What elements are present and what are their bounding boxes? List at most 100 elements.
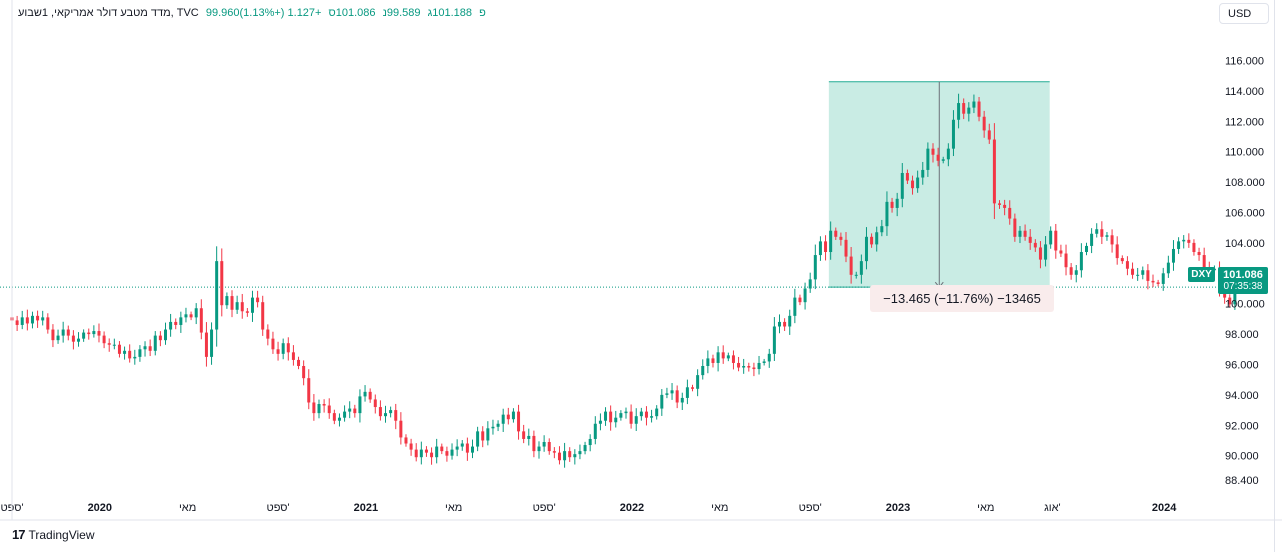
candle-body	[834, 230, 838, 237]
candle-body	[476, 431, 480, 447]
candle-body	[803, 288, 807, 303]
candle-body	[215, 261, 219, 330]
candle-body	[849, 256, 853, 275]
candle-body	[358, 396, 362, 414]
candle-body	[1064, 253, 1068, 268]
candle-body	[911, 180, 915, 189]
candle-body	[670, 390, 674, 394]
candle-body	[25, 317, 29, 324]
candle-body	[859, 261, 863, 275]
candle-body	[1079, 252, 1083, 271]
candle-body	[1115, 244, 1119, 259]
candle-body	[297, 359, 301, 367]
candle-body	[394, 410, 398, 421]
candle-body	[798, 297, 802, 303]
candle-body	[885, 201, 889, 227]
candle-body	[1033, 242, 1037, 248]
candle-body	[665, 393, 669, 395]
candle-body	[348, 408, 352, 412]
candle-body	[829, 230, 833, 253]
candle-body	[998, 203, 1002, 205]
candle-body	[450, 449, 454, 456]
candle-body	[967, 107, 971, 114]
candle-body	[419, 449, 423, 458]
candle-body	[813, 255, 817, 280]
time-tick-label: מאי	[445, 502, 462, 514]
time-tick-label: ספט'	[267, 502, 290, 514]
candle-body	[123, 350, 127, 354]
price-tick-label: 90.000	[1225, 451, 1259, 463]
candle-body	[1069, 267, 1073, 275]
candle-body	[30, 315, 34, 324]
candle-body	[655, 408, 659, 417]
candle-body	[532, 435, 536, 452]
candle-body	[783, 321, 787, 327]
candle-body	[435, 446, 439, 458]
candle-body	[992, 139, 996, 204]
candle-body	[1100, 229, 1104, 237]
candle-body	[481, 431, 485, 441]
price-tick-label: 106.000	[1225, 207, 1265, 219]
candle-body	[199, 308, 203, 333]
candle-body	[235, 302, 239, 310]
candle-body	[153, 335, 157, 351]
price-axis: 88.400 90.000 92.000 94.000 96.000 98.000 100.…	[1225, 56, 1265, 488]
candle-body	[399, 420, 403, 438]
candle-body	[15, 320, 19, 325]
candle-body	[1054, 230, 1058, 251]
candle-body	[332, 413, 336, 421]
price-tick-label: 110.000	[1225, 147, 1264, 159]
candle-body	[302, 366, 306, 379]
candle-body	[343, 411, 347, 418]
candle-body	[77, 338, 81, 342]
last-price-tag: 101.086 07:35:38	[1218, 267, 1268, 294]
candle-body	[271, 338, 275, 350]
candle-body	[890, 201, 894, 208]
candle-body	[644, 411, 648, 418]
candle-body	[716, 352, 720, 363]
currency-button[interactable]: USD	[1219, 3, 1269, 24]
candle-body	[818, 241, 822, 256]
candle-body	[527, 435, 531, 439]
candle-body	[511, 411, 515, 420]
candle-body	[844, 239, 848, 257]
candle-body	[793, 297, 797, 316]
candle-body	[962, 103, 966, 114]
candle-body	[148, 346, 152, 351]
candle-body	[307, 378, 311, 403]
candle-body	[568, 451, 572, 458]
symbol-title[interactable]: מדד מטבע דולר אמריקאי, 1שבוע, TVC	[18, 7, 199, 19]
candle-body	[588, 438, 592, 446]
bar-countdown: 07:35:38	[1223, 280, 1263, 292]
candle-body	[210, 329, 214, 357]
candle-body	[880, 226, 884, 233]
tradingview-brand[interactable]: 17 TradingView	[12, 527, 95, 542]
price-tick-label: 96.000	[1225, 359, 1259, 371]
candle-body	[1049, 230, 1053, 245]
candle-body	[107, 343, 111, 345]
candle-body	[757, 362, 761, 370]
candle-body	[941, 159, 945, 161]
candle-body	[1182, 239, 1186, 242]
price-tick-label: 92.000	[1225, 420, 1259, 432]
candle-body	[61, 329, 65, 336]
measure-label: −13.465 (−11.76%) −13465	[870, 285, 1054, 312]
candle-body	[762, 361, 766, 363]
candle-body	[1095, 229, 1099, 234]
candle-body	[169, 321, 173, 330]
candle-body	[261, 302, 265, 330]
symbol-tag: DXY	[1188, 267, 1215, 282]
candle-body	[266, 329, 270, 339]
candle-body	[465, 443, 469, 453]
low-value: 99.589נ	[382, 7, 421, 19]
candle-body	[41, 317, 45, 321]
candle-body	[1171, 248, 1175, 263]
candle-body	[240, 302, 244, 312]
candle-body	[1136, 274, 1140, 276]
candle-body	[368, 391, 372, 400]
candle-body	[563, 451, 567, 461]
candle-body	[737, 362, 741, 368]
candle-body	[629, 411, 633, 424]
candle-body	[578, 451, 582, 455]
